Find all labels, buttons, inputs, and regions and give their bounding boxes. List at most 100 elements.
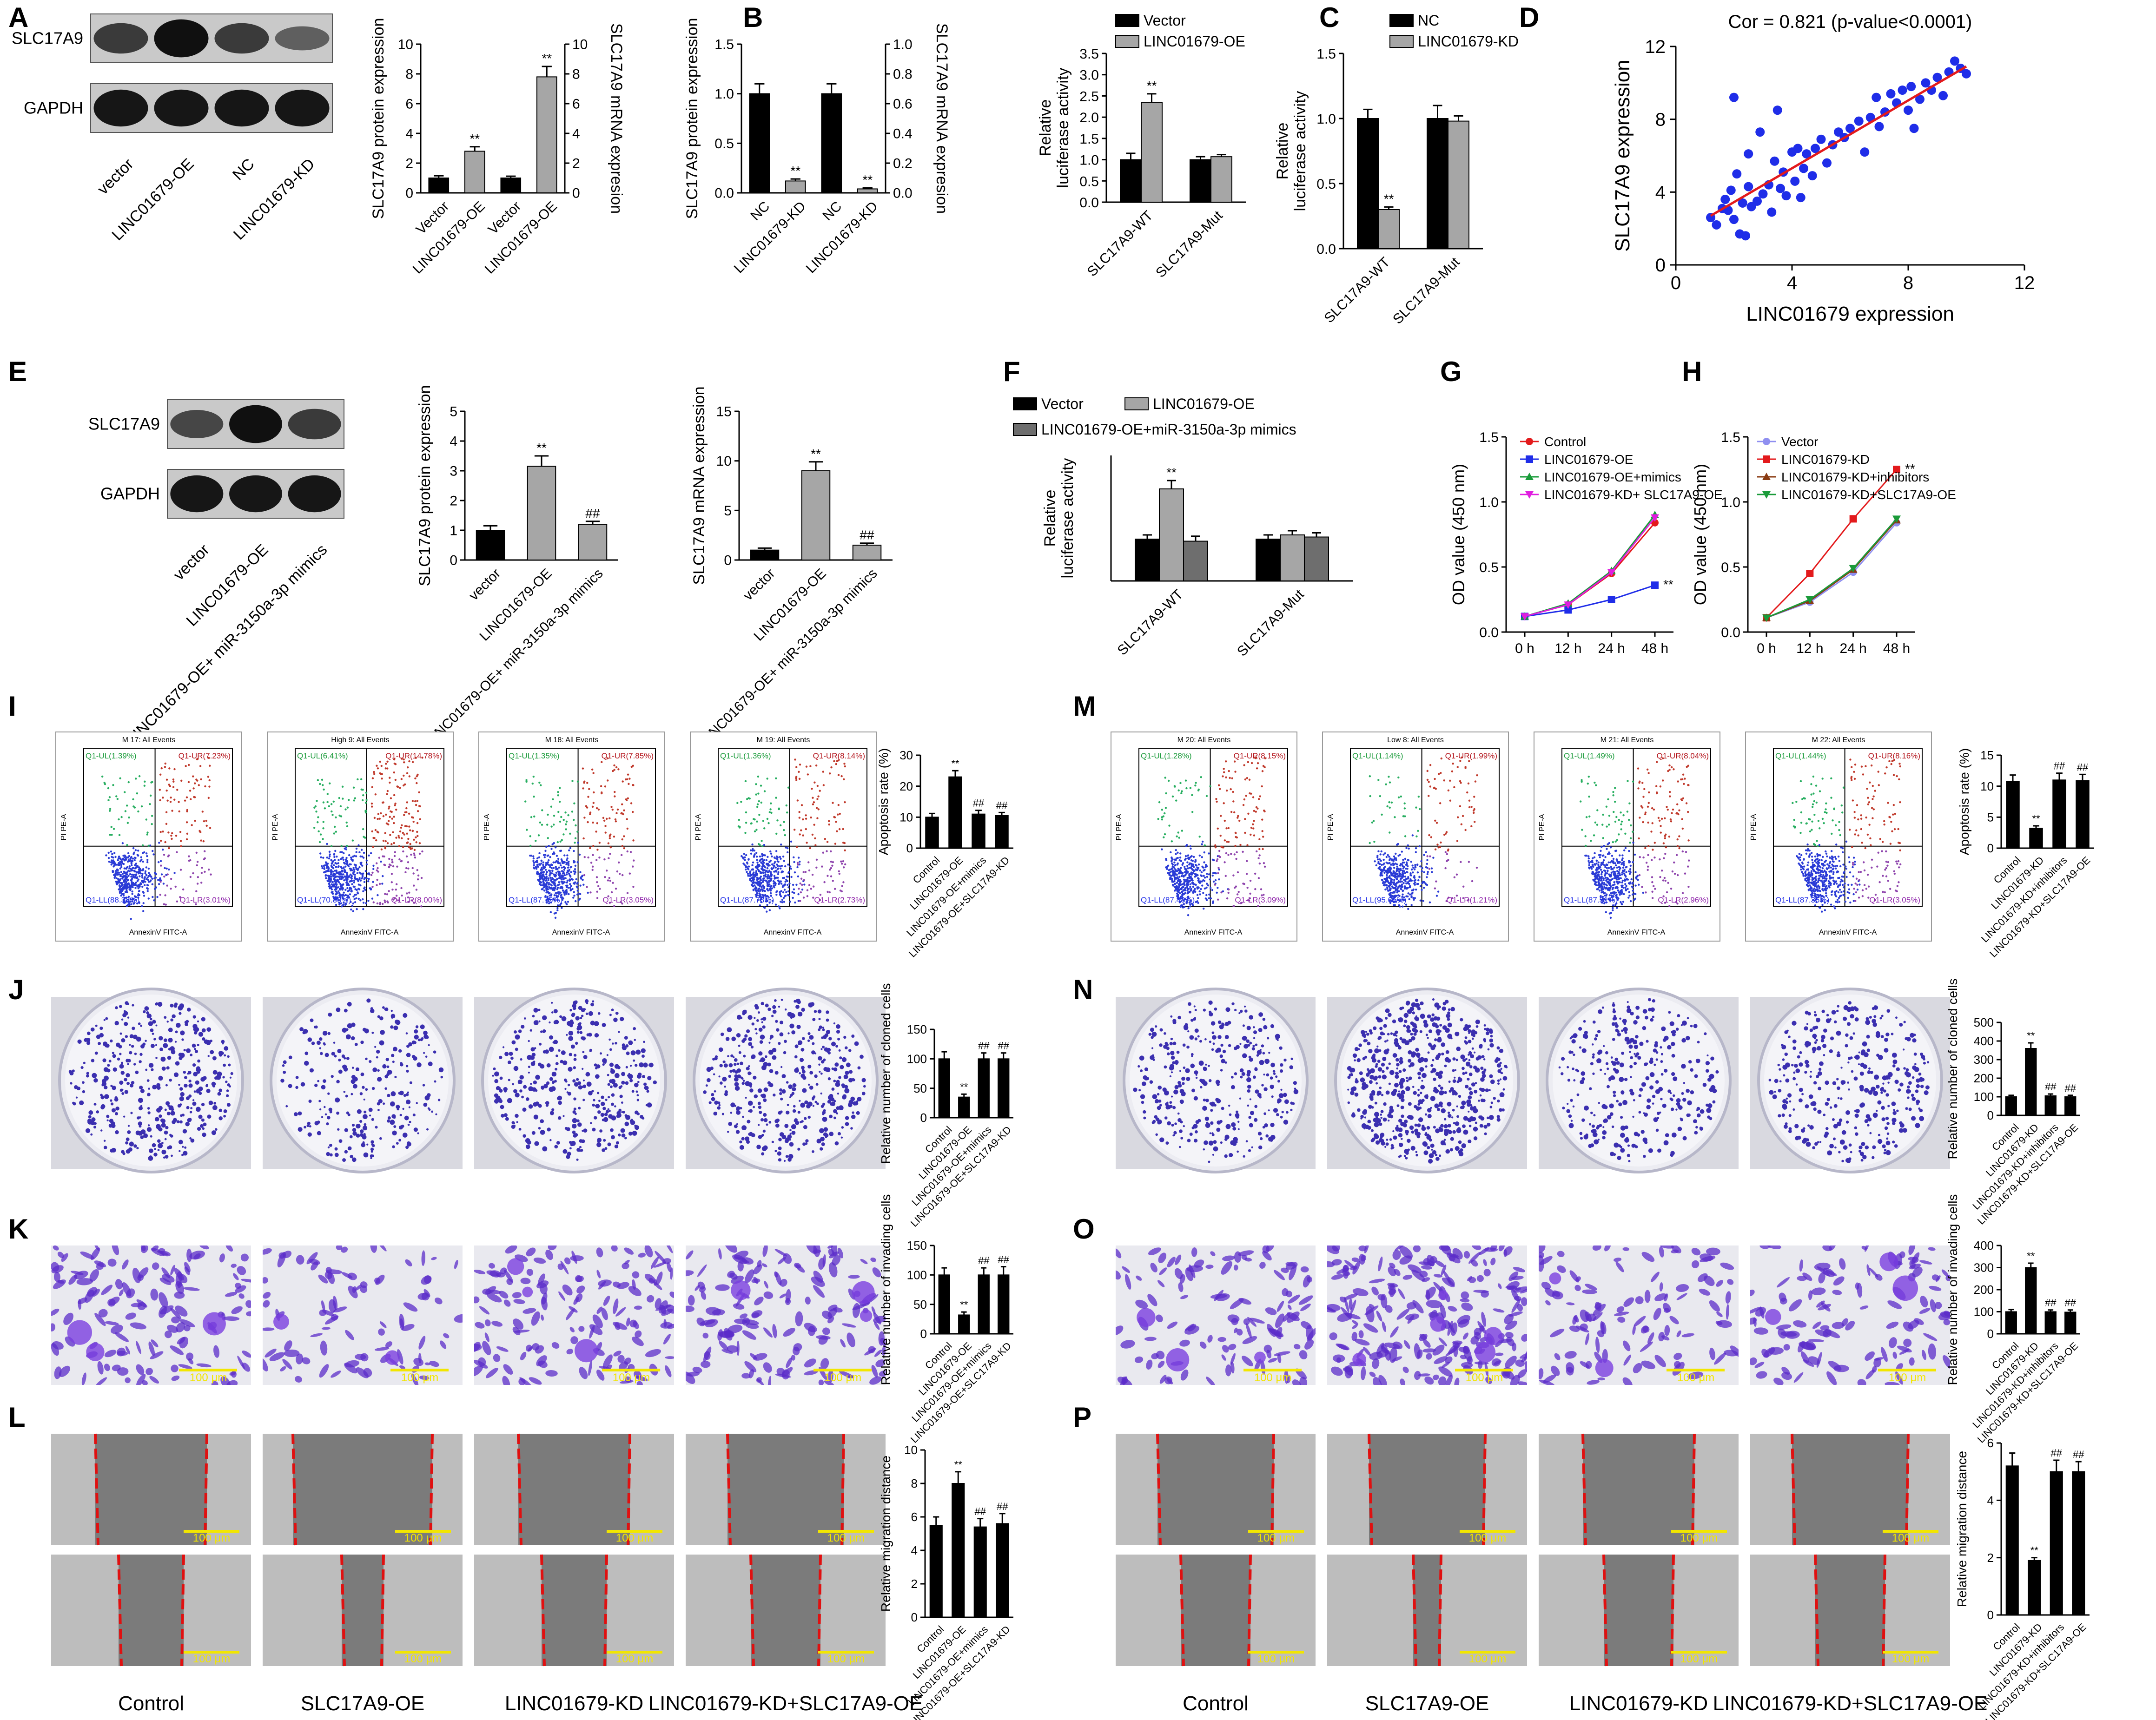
event-dot [1178, 883, 1181, 885]
bar [464, 151, 485, 193]
event-dot [353, 799, 355, 802]
event-dot [1171, 883, 1174, 886]
event-dot [352, 902, 355, 905]
y-tick-label: 0.5 [1721, 560, 1740, 575]
event-dot [146, 831, 149, 834]
bar [1120, 159, 1142, 203]
event-dot [409, 843, 411, 845]
event-dot [421, 850, 423, 853]
event-dot [1591, 863, 1594, 866]
event-dot [173, 872, 176, 874]
event-dot [390, 864, 392, 867]
event-dot [1670, 820, 1673, 823]
event-dot [548, 882, 550, 884]
event-dot [1250, 833, 1252, 836]
x-tick-label: 48 h [1883, 641, 1910, 656]
event-dot [1183, 882, 1185, 884]
bar [1280, 534, 1305, 581]
event-dot [540, 871, 542, 873]
event-dot [795, 846, 798, 848]
quadrant-ll: Q1-LL(87.51%) [1564, 896, 1618, 904]
event-dot [1594, 876, 1597, 878]
event-dot [1681, 850, 1684, 853]
event-dot [1394, 876, 1396, 879]
legend-swatch [1124, 397, 1149, 410]
event-dot [163, 854, 165, 856]
flow-y-label: PI PE-A [271, 814, 279, 840]
event-dot [1402, 871, 1404, 874]
event-dot [1434, 819, 1436, 822]
event-dot [1178, 885, 1180, 887]
event-dot [122, 899, 125, 901]
event-dot [815, 764, 818, 767]
event-dot [327, 865, 329, 868]
event-dot [592, 772, 595, 774]
event-dot [167, 855, 169, 857]
event-dot [130, 885, 132, 887]
event-dot [1419, 899, 1422, 902]
bar [821, 93, 842, 193]
event-dot [1445, 900, 1448, 903]
event-dot [767, 822, 770, 824]
event-dot [1240, 902, 1242, 904]
event-dot [1459, 760, 1462, 762]
legend-swatch [1013, 397, 1037, 410]
event-dot [1225, 852, 1228, 855]
event-dot [614, 795, 616, 797]
legend-label: NC [1418, 12, 1439, 29]
data-point [1741, 231, 1750, 241]
event-dot [1623, 893, 1625, 896]
event-dot [1402, 905, 1404, 908]
event-dot [337, 899, 340, 902]
event-dot [403, 814, 405, 816]
event-dot [776, 858, 779, 860]
event-dot [1188, 873, 1190, 876]
event-dot [1423, 854, 1425, 856]
event-dot [1605, 911, 1607, 913]
event-dot [142, 891, 145, 894]
event-dot [591, 805, 594, 808]
event-dot [580, 877, 582, 880]
event-dot [1825, 892, 1827, 895]
blot-band [170, 410, 224, 438]
data-point [1732, 169, 1742, 179]
event-dot [554, 846, 557, 849]
group-label: SLC17A9-WT [1084, 208, 1156, 279]
event-dot [1407, 859, 1409, 861]
event-dot [607, 779, 609, 782]
event-dot [1177, 880, 1179, 882]
data-point [1720, 195, 1730, 204]
event-dot [626, 892, 629, 894]
event-dot [596, 881, 598, 883]
event-dot [356, 908, 358, 910]
event-dot [346, 861, 349, 863]
event-dot [406, 801, 408, 804]
event-dot [334, 870, 336, 872]
event-dot [558, 787, 561, 789]
event-dot [1683, 783, 1685, 785]
event-dot [1260, 888, 1263, 890]
event-dot [124, 901, 127, 904]
event-dot [810, 816, 812, 819]
event-dot [834, 843, 837, 845]
event-dot [1638, 883, 1640, 886]
event-dot [1191, 872, 1194, 874]
event-dot [1390, 879, 1393, 882]
event-dot [609, 833, 612, 836]
event-dot [147, 897, 150, 900]
event-dot [209, 827, 212, 829]
event-dot [761, 840, 763, 842]
event-dot [138, 775, 141, 778]
event-dot [1428, 868, 1431, 870]
event-dot [552, 861, 555, 863]
event-dot [783, 829, 785, 831]
panel-letter-A: A [8, 2, 28, 33]
event-dot [795, 883, 798, 886]
event-dot [335, 890, 337, 893]
event-dot [536, 870, 539, 873]
event-dot [590, 862, 593, 864]
flow-y-label: PI PE-A [1538, 814, 1546, 840]
event-dot [365, 859, 368, 862]
event-dot [1254, 888, 1257, 890]
event-dot [1604, 866, 1607, 868]
